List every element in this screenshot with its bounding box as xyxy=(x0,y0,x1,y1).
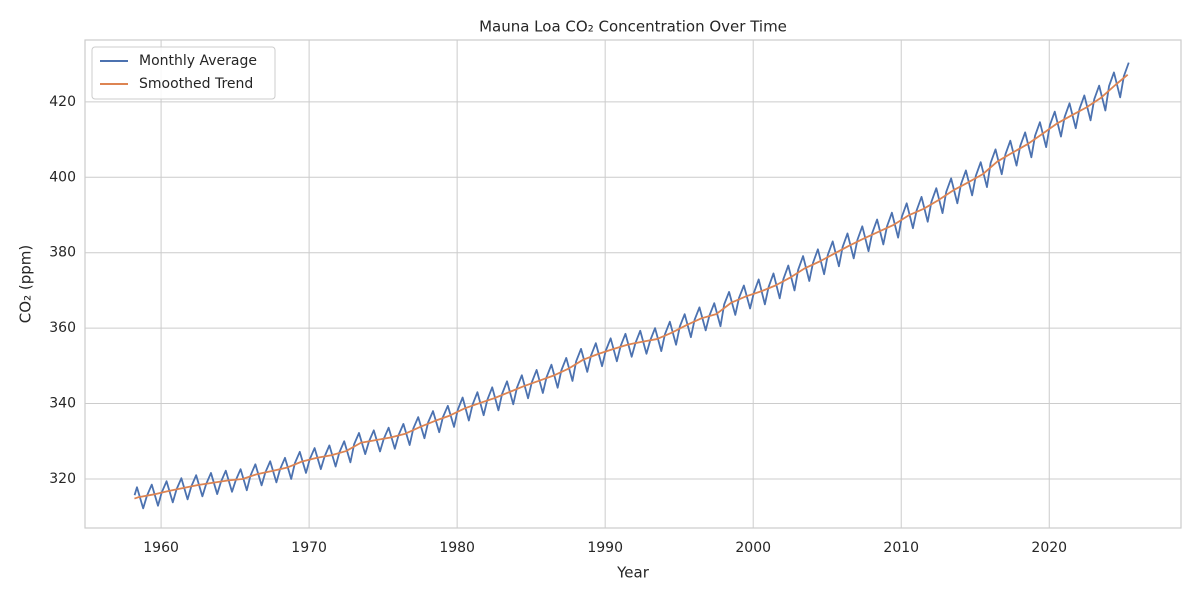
y-tick-label: 360 xyxy=(49,320,76,336)
legend-label: Smoothed Trend xyxy=(139,76,253,92)
y-tick-label: 400 xyxy=(49,169,76,185)
legend-label: Monthly Average xyxy=(139,53,257,69)
y-axis-label: CO₂ (ppm) xyxy=(17,245,35,323)
series-line xyxy=(134,74,1129,500)
x-tick-label: 1980 xyxy=(439,540,475,556)
x-tick-label: 2000 xyxy=(735,540,771,556)
plot-frame xyxy=(84,39,1182,529)
y-tick-label: 420 xyxy=(49,94,76,110)
y-tick-label: 320 xyxy=(49,471,76,487)
x-tick-label: 2010 xyxy=(883,540,919,556)
x-tick-label: 1990 xyxy=(587,540,623,556)
x-tick-label: 2020 xyxy=(1031,540,1067,556)
x-tick-label: 1960 xyxy=(143,540,179,556)
chart-title: Mauna Loa CO₂ Concentration Over Time xyxy=(479,18,787,36)
y-tick-label: 340 xyxy=(49,396,76,412)
series-line xyxy=(133,62,1130,510)
y-tick-label: 380 xyxy=(49,245,76,261)
legend: Monthly Average Smoothed Trend xyxy=(91,46,276,100)
x-tick-label: 1970 xyxy=(291,540,327,556)
x-axis-label: Year xyxy=(616,564,650,582)
legend-box xyxy=(91,46,276,100)
